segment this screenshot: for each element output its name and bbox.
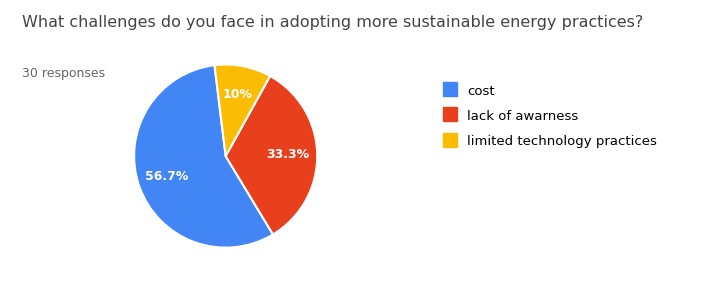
Wedge shape <box>226 76 317 234</box>
Text: 33.3%: 33.3% <box>266 148 309 161</box>
Legend: cost, lack of awarness, limited technology practices: cost, lack of awarness, limited technolo… <box>443 84 657 148</box>
Wedge shape <box>134 65 273 248</box>
Text: 56.7%: 56.7% <box>145 170 189 183</box>
Wedge shape <box>215 65 270 156</box>
Text: 10%: 10% <box>223 88 253 102</box>
Text: What challenges do you face in adopting more sustainable energy practices?: What challenges do you face in adopting … <box>22 15 643 30</box>
Text: 30 responses: 30 responses <box>22 67 105 80</box>
